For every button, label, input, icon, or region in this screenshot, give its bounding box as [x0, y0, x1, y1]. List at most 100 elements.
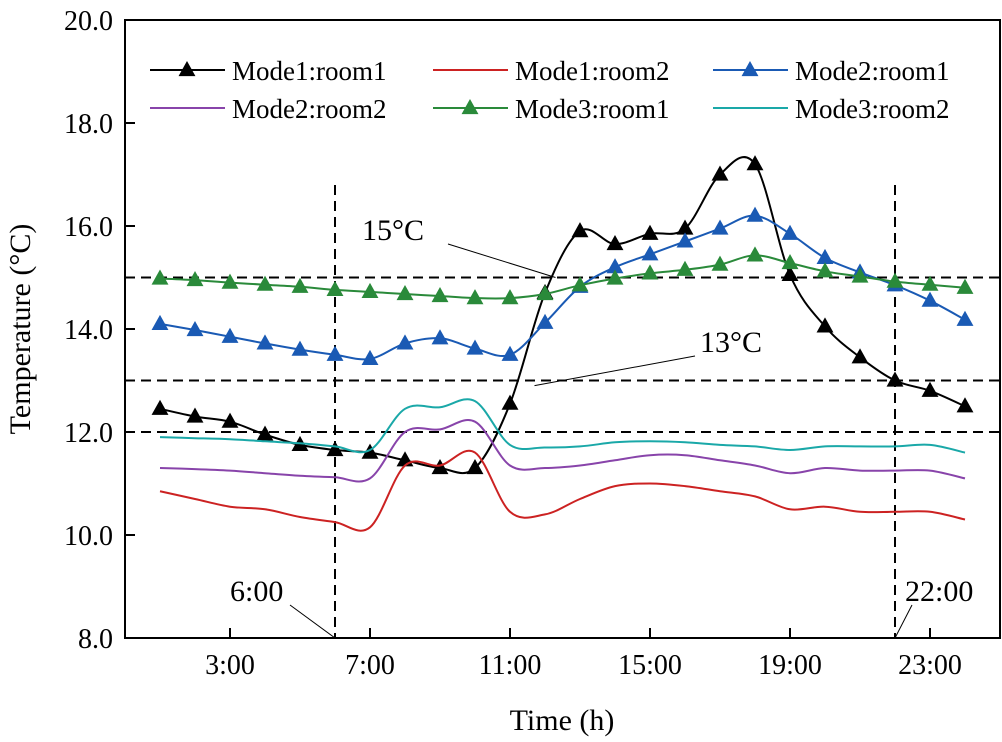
data-point-mode1-room1-21	[886, 371, 904, 387]
data-point-mode1-room1-5	[326, 441, 344, 457]
data-point-mode1-room1-2	[221, 412, 239, 428]
data-point-mode3-room1-7	[396, 284, 414, 301]
legend-label-mode1-room1: Mode1:room1	[232, 56, 387, 86]
data-point-mode1-room1-20	[851, 348, 869, 364]
data-point-mode3-room1-23	[956, 278, 974, 294]
data-point-mode1-room1-12	[571, 222, 589, 238]
x-tick-label-0: 3:00	[205, 650, 255, 681]
data-point-mode2-room1-16	[711, 219, 729, 235]
data-point-mode3-room1-20	[851, 267, 869, 283]
axes-layer: 3:00 7:00 11:00 15:00 19:00 23:00 8.0 10.0 12.0 1…	[64, 6, 962, 681]
data-point-mode3-room1-22	[921, 275, 939, 291]
data-point-mode2-room1-2	[221, 327, 239, 343]
data-point-mode2-room1-5	[326, 345, 344, 361]
data-point-mode3-room1-18	[781, 254, 799, 270]
annotation-label-1: 13°C	[700, 326, 762, 359]
annotations-layer: 15°C 13°C 6:00 22:00	[230, 214, 973, 639]
y-axis-title: Temperature (°C)	[4, 224, 37, 435]
series-line-mode1-room2	[159, 449, 966, 532]
data-point-mode2-room1-17	[746, 206, 764, 222]
legend-marker-mode3-room1	[461, 98, 479, 115]
data-point-mode2-room1-8	[431, 329, 449, 345]
data-point-mode3-room1-9	[466, 289, 484, 305]
data-point-mode3-room1-10	[501, 289, 519, 305]
y-tick-label-4: 16.0	[64, 212, 113, 243]
data-point-mode1-room1-1	[186, 407, 204, 423]
data-point-mode3-room1-15	[676, 260, 694, 276]
series-line-mode2-room1	[159, 214, 966, 361]
data-point-mode1-room1-13	[606, 235, 624, 251]
data-point-mode3-room1-3	[256, 275, 274, 291]
annotation-label-0: 15°C	[362, 214, 424, 247]
data-point-mode1-room1-9	[466, 459, 484, 475]
data-point-mode3-room1-14	[641, 264, 659, 280]
series-line-mode3-room2	[159, 398, 966, 454]
data-point-mode3-room1-5	[326, 280, 344, 296]
data-point-mode2-room1-14	[641, 245, 659, 261]
data-point-mode2-room1-10	[501, 345, 519, 361]
data-point-mode1-room1-23	[956, 397, 974, 413]
data-point-mode2-room1-18	[781, 224, 799, 240]
data-point-mode3-room1-11	[536, 284, 554, 301]
annotation-label-3: 22:00	[905, 575, 973, 608]
y-tick-label-5: 18.0	[64, 109, 113, 140]
data-point-mode1-room1-8	[431, 459, 449, 475]
annotation-leader-0	[447, 243, 556, 278]
data-point-mode1-room1-22	[921, 381, 939, 397]
data-point-mode2-room1-19	[816, 248, 834, 265]
data-point-mode2-room1-3	[256, 334, 274, 350]
series-line-mode1-room1	[159, 156, 966, 475]
y-tick-label-1: 10.0	[64, 521, 113, 552]
data-point-mode1-room1-17	[746, 155, 764, 171]
data-point-mode3-room1-19	[816, 262, 834, 278]
legend: Mode1:room1 Mode1:room2 Mode2:room1 Mode2:r…	[150, 56, 950, 124]
legend-label-mode2-room2: Mode2:room2	[232, 94, 387, 124]
legend-marker-mode2-room1	[741, 60, 759, 77]
x-tick-label-2: 11:00	[479, 650, 542, 681]
data-point-mode3-room1-2	[221, 273, 239, 289]
x-axis-title: Time (h)	[510, 704, 615, 737]
data-point-mode2-room1-6	[361, 349, 379, 365]
data-point-mode3-room1-12	[571, 276, 589, 292]
annotation-leader-3	[894, 604, 913, 639]
data-point-mode1-room1-14	[641, 224, 659, 240]
data-point-mode3-room1-21	[886, 272, 904, 288]
y-tick-label-3: 14.0	[64, 315, 113, 346]
data-point-mode3-room1-1	[186, 271, 204, 287]
data-point-mode2-room1-1	[186, 321, 204, 337]
data-point-mode1-room1-19	[816, 317, 834, 333]
legend-marker-mode1-room1	[178, 60, 196, 77]
data-point-mode3-room1-4	[291, 277, 309, 293]
annotation-leader-1	[534, 355, 696, 387]
x-tick-label-3: 15:00	[618, 650, 682, 681]
x-tick-label-1: 7:00	[345, 650, 395, 681]
data-point-mode1-room1-10	[501, 394, 519, 410]
data-point-mode2-room1-9	[466, 339, 484, 355]
data-point-mode3-room1-0	[151, 269, 169, 285]
data-point-mode2-room1-4	[291, 340, 309, 356]
series-layer	[151, 155, 974, 532]
legend-label-mode3-room1: Mode3:room1	[515, 94, 670, 124]
data-point-mode2-room1-7	[396, 334, 414, 350]
y-tick-label-6: 20.0	[64, 6, 113, 37]
x-tick-label-5: 23:00	[898, 650, 962, 681]
data-point-mode2-room1-22	[921, 291, 939, 307]
x-tick-label-4: 19:00	[758, 650, 822, 681]
data-point-mode1-room1-3	[256, 425, 274, 441]
data-point-mode2-room1-15	[676, 232, 694, 248]
series-line-mode2-room2	[159, 419, 966, 483]
data-point-mode3-room1-8	[431, 287, 449, 303]
data-point-mode1-room1-0	[151, 399, 169, 415]
data-point-mode3-room1-17	[746, 246, 764, 262]
data-point-mode2-room1-0	[151, 314, 169, 330]
y-tick-label-2: 12.0	[64, 418, 113, 449]
data-point-mode1-room1-16	[711, 165, 729, 181]
data-point-mode1-room1-18	[781, 265, 799, 282]
data-point-mode3-room1-6	[361, 282, 379, 299]
y-tick-label-0: 8.0	[78, 624, 113, 655]
legend-label-mode2-room1: Mode2:room1	[795, 56, 950, 86]
data-point-mode3-room1-16	[711, 255, 729, 271]
annotation-label-2: 6:00	[230, 575, 283, 608]
legend-label-mode3-room2: Mode3:room2	[795, 94, 950, 124]
